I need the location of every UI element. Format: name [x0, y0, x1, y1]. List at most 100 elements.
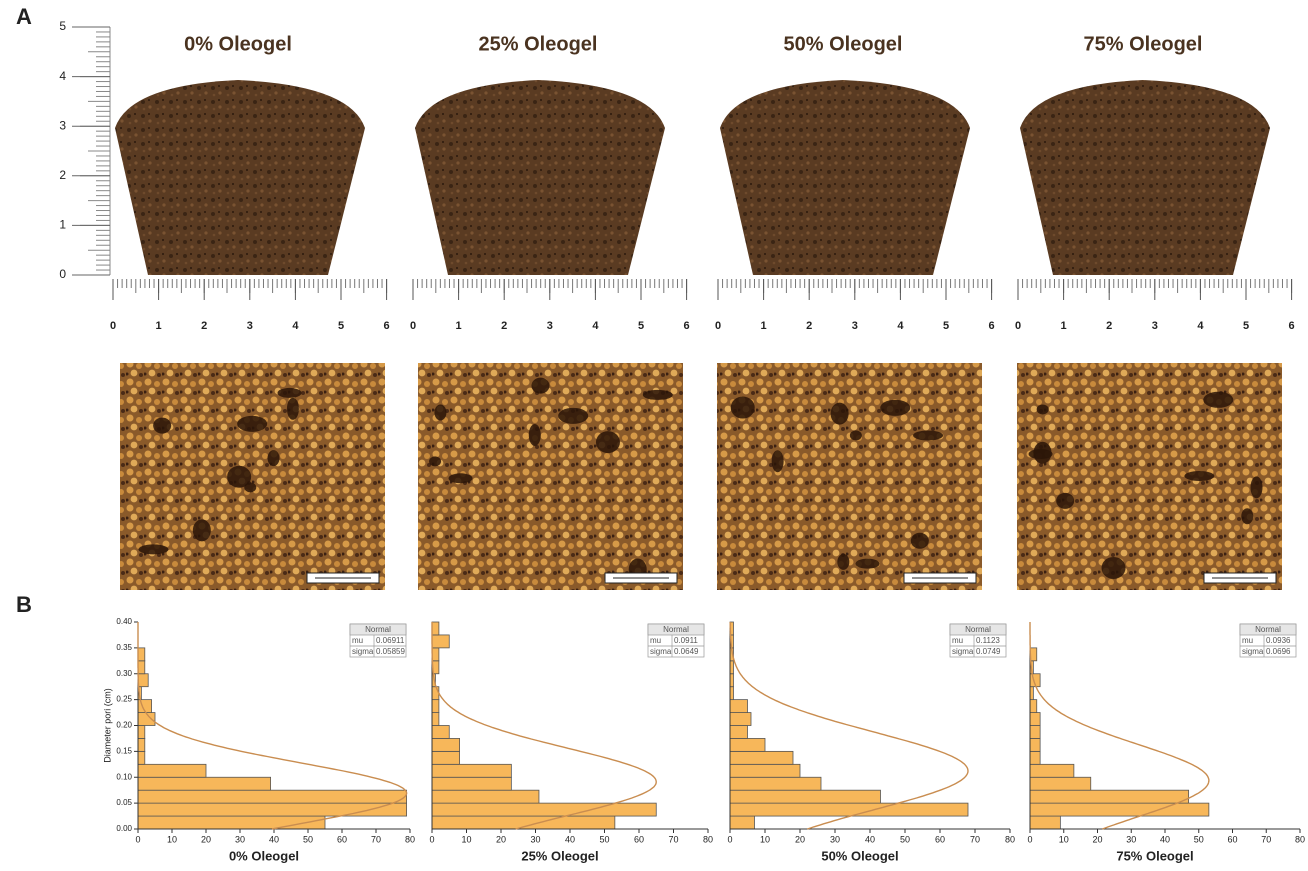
pore [1241, 508, 1253, 524]
ruler-label: 2 [1106, 320, 1112, 332]
legend-key: sigma [1242, 647, 1264, 656]
bar [730, 764, 800, 777]
pore [558, 408, 588, 424]
x-tick-label: 80 [703, 834, 713, 844]
ruler-label: 2 [501, 320, 507, 332]
pore [1102, 557, 1126, 579]
ruler-label: 5 [338, 320, 344, 332]
x-tick-label: 50 [900, 834, 910, 844]
x-tick-label: 0 [429, 834, 434, 844]
bar [138, 777, 271, 790]
bar [730, 674, 734, 687]
pore [596, 431, 620, 453]
pore [193, 519, 211, 541]
bar [730, 777, 821, 790]
x-tick-label: 70 [970, 834, 980, 844]
ruler-label: 3 [852, 320, 858, 332]
bar [730, 803, 968, 816]
pore [434, 404, 446, 420]
bar [432, 713, 439, 726]
bar [138, 816, 325, 829]
legend-key: mu [952, 636, 963, 645]
x-tick-label: 0 [135, 834, 140, 844]
bar [1030, 751, 1040, 764]
x-tick-label: 80 [405, 834, 415, 844]
x-tick-label: 80 [1005, 834, 1015, 844]
ruler-label: 1 [456, 320, 462, 332]
bar [730, 687, 734, 700]
pore [227, 466, 251, 488]
legend-value: 0.0911 [674, 636, 698, 645]
x-tick-label: 0 [727, 834, 732, 844]
x-tick-label: 60 [1227, 834, 1237, 844]
y-tick-label: 0.25 [116, 695, 132, 704]
bar [1030, 790, 1189, 803]
bar [138, 751, 145, 764]
bar [1030, 816, 1060, 829]
ruler-label: 1 [761, 320, 767, 332]
bar [432, 648, 439, 661]
cake-photo [415, 80, 665, 275]
bar [432, 622, 439, 635]
chart-title: 25% Oleogel [521, 848, 598, 863]
panel-title: 75% Oleogel [1084, 33, 1203, 55]
chart-title: 0% Oleogel [229, 848, 299, 863]
bar [138, 726, 145, 739]
bar [1030, 700, 1037, 713]
x-tick-label: 30 [1126, 834, 1136, 844]
panel-title: 25% Oleogel [479, 33, 598, 55]
bar [730, 700, 748, 713]
legend-key: sigma [352, 647, 374, 656]
ruler-label: 4 [897, 320, 904, 332]
panel-title: 50% Oleogel [784, 33, 903, 55]
ruler-label: 0 [110, 320, 116, 332]
legend-value: 0.0649 [674, 647, 699, 656]
bar [432, 687, 439, 700]
pore [772, 450, 784, 472]
pore [287, 398, 299, 420]
bar [1030, 777, 1091, 790]
bar [138, 648, 145, 661]
x-tick-label: 40 [865, 834, 875, 844]
bar [138, 674, 148, 687]
pore [731, 397, 755, 419]
pore [913, 430, 943, 440]
pore [529, 424, 541, 446]
ruler-label: 6 [1289, 320, 1295, 332]
ruler-label: 3 [547, 320, 553, 332]
pore [268, 450, 280, 466]
ruler-label: 3 [1152, 320, 1158, 332]
bar [432, 635, 449, 648]
bar [432, 751, 460, 764]
x-tick-label: 10 [461, 834, 471, 844]
x-tick-label: 40 [1160, 834, 1170, 844]
legend-value: 0.0936 [1266, 636, 1291, 645]
x-tick-label: 20 [496, 834, 506, 844]
x-tick-label: 40 [269, 834, 279, 844]
ruler-label: 0 [410, 320, 416, 332]
x-tick-label: 10 [760, 834, 770, 844]
bar [1030, 764, 1074, 777]
x-tick-label: 70 [1261, 834, 1271, 844]
legend-key: sigma [952, 647, 974, 656]
x-tick-label: 60 [935, 834, 945, 844]
y-axis-label: Diameter pori (cm) [102, 688, 112, 763]
chart-title: 50% Oleogel [821, 848, 898, 863]
x-tick-label: 20 [795, 834, 805, 844]
legend-value: 0.0696 [1266, 647, 1291, 656]
y-tick-label: 0.05 [116, 798, 132, 807]
pore [1203, 392, 1233, 408]
cake-photo [720, 80, 970, 275]
ruler-label: 1 [156, 320, 162, 332]
ruler-label: 0 [1015, 320, 1021, 332]
pore [643, 390, 673, 400]
y-tick-label: 0.35 [116, 643, 132, 652]
ruler-label: 1 [1061, 320, 1067, 332]
legend-key: mu [352, 636, 363, 645]
ruler-label: 2 [59, 168, 66, 182]
legend-title: Normal [365, 625, 391, 634]
pore [237, 416, 267, 432]
panel-label: B [16, 592, 32, 617]
ruler-label: 6 [684, 320, 690, 332]
x-tick-label: 20 [1092, 834, 1102, 844]
